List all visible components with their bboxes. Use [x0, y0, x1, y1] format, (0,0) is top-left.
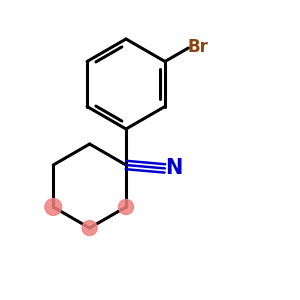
Circle shape	[45, 199, 62, 215]
Text: Br: Br	[188, 38, 208, 56]
Circle shape	[118, 200, 134, 214]
Text: N: N	[165, 158, 182, 178]
Circle shape	[82, 220, 97, 236]
